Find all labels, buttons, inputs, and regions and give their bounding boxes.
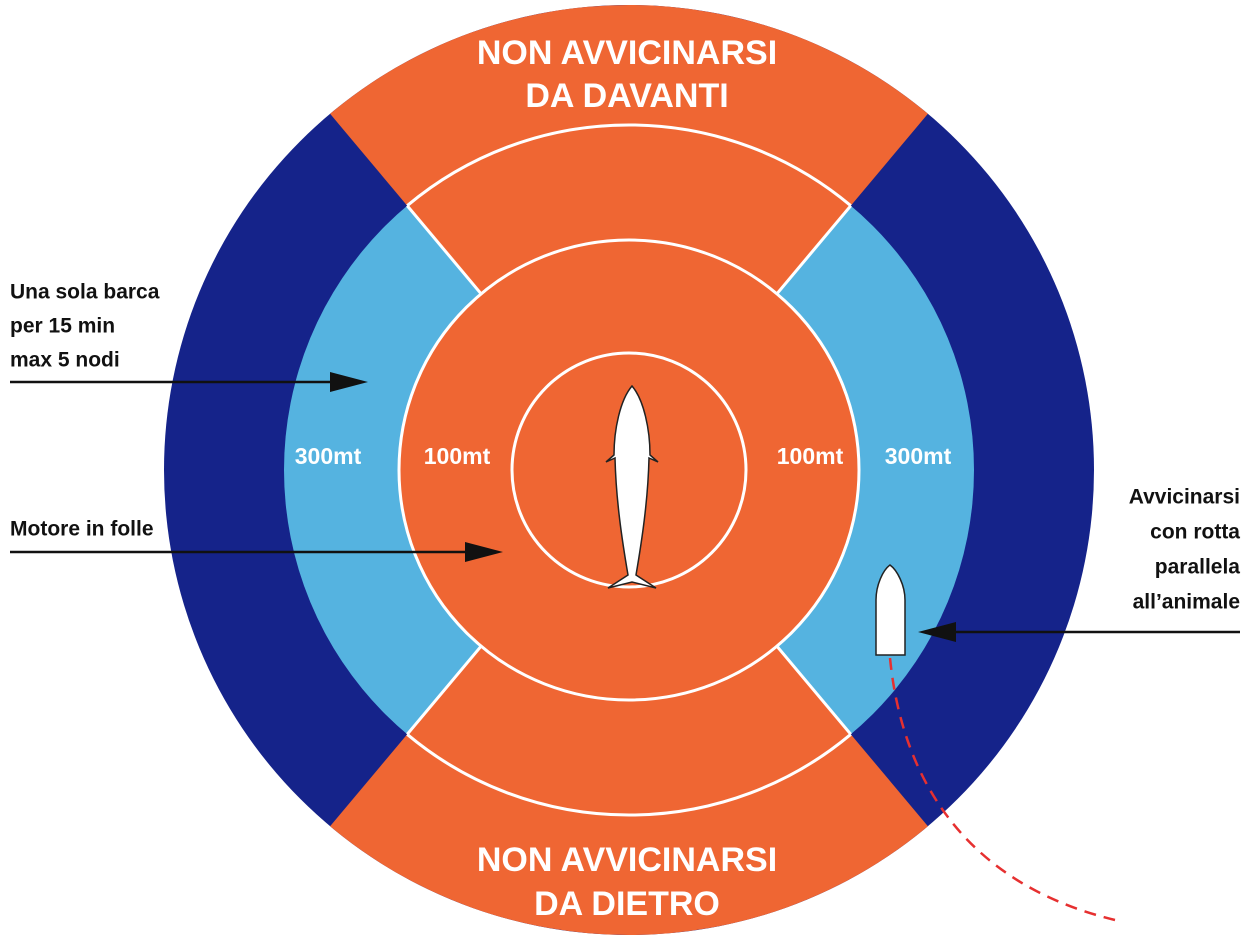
zone-label: DA DAVANTI [525,77,728,115]
distance-label: 300mt [295,443,362,469]
note: all’animale [1133,591,1240,614]
note: Avvicinarsi [1129,486,1240,509]
zone-label: DA DIETRO [534,885,720,923]
boat [876,565,905,655]
note: Una sola barca [10,281,160,304]
distance-label: 100mt [777,443,844,469]
note: parallela [1155,556,1241,579]
note: max 5 nodi [10,349,120,372]
note: Motore in folle [10,518,154,541]
distance-label: 100mt [424,443,491,469]
note: per 15 min [10,315,115,338]
zone-label: NON AVVICINARSI [477,841,777,879]
distance-label: 300mt [885,443,952,469]
zone-label: NON AVVICINARSI [477,34,777,72]
note: con rotta [1150,521,1240,544]
diagram: NON AVVICINARSI DA DAVANTI NON AVVICINAR… [0,0,1253,940]
